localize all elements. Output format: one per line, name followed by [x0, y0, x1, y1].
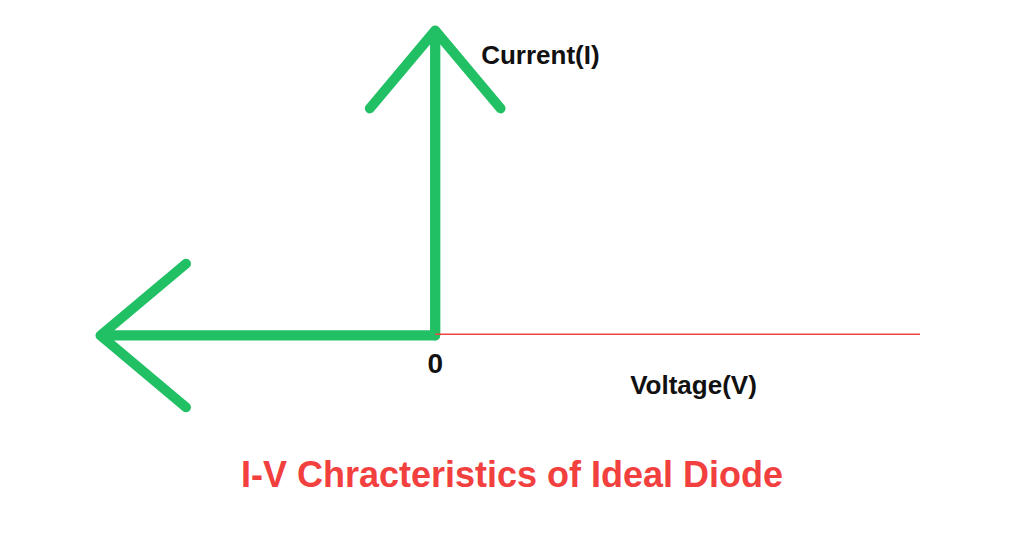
- svg-text:Voltage(V): Voltage(V): [630, 370, 757, 400]
- svg-text:0: 0: [427, 348, 443, 379]
- svg-text:Current(I): Current(I): [481, 40, 599, 70]
- html-text:I-V Chracteristics of Ideal Di: I-V Chracteristics of Ideal Diode: [240, 454, 784, 495]
